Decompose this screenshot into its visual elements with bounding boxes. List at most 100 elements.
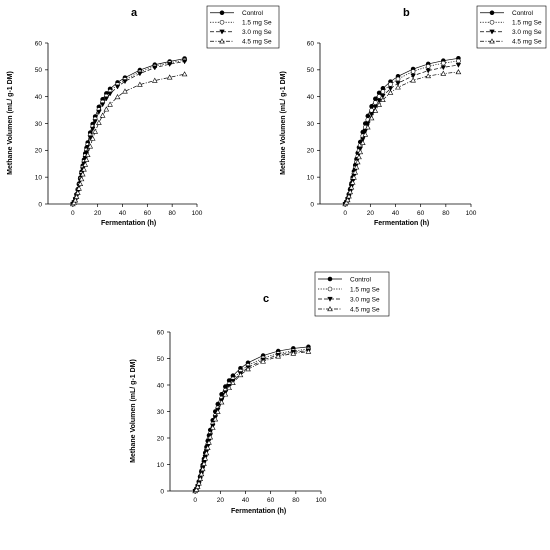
y-tick-label: 50	[157, 356, 165, 363]
data-point	[410, 69, 416, 74]
data-point	[83, 156, 90, 162]
data-point	[223, 384, 228, 389]
data-point	[218, 399, 225, 405]
data-point	[78, 176, 85, 182]
data-point	[425, 68, 431, 74]
legend-marker	[489, 10, 495, 16]
y-tick-label: 10	[157, 462, 165, 469]
x-tick-label: 0	[193, 497, 197, 504]
chart-panel-a: 0 20 40 60 80 100 0 10 20 30 40 50 60 Fermentation (h…	[7, 5, 280, 227]
x-axis-title: Fermentation (h)	[374, 220, 429, 227]
data-point	[425, 73, 432, 79]
data-point	[222, 391, 229, 397]
y-tick-label: 60	[307, 40, 315, 47]
x-tick-label: 20	[217, 497, 225, 504]
data-point	[166, 74, 173, 80]
data-point	[202, 455, 209, 461]
data-point	[353, 164, 360, 170]
data-point	[77, 180, 84, 187]
data-point	[245, 366, 251, 372]
y-tick-label: 50	[35, 67, 43, 74]
x-tick-label: 60	[144, 210, 152, 217]
legend: Control 1.5 mg Se 3.0 mg Se 4.5 mg Se	[206, 5, 280, 49]
data-point	[181, 71, 188, 77]
y-tick-label: 40	[35, 94, 43, 101]
y-tick-label: 60	[35, 40, 43, 47]
data-point	[212, 416, 219, 422]
data-point	[351, 174, 357, 180]
panel-label: a	[131, 7, 138, 19]
data-point	[343, 199, 350, 205]
data-point	[89, 135, 96, 141]
data-point	[352, 169, 359, 175]
series-4-5-mg-se	[342, 69, 462, 207]
legend-marker	[219, 19, 225, 25]
data-point	[137, 71, 143, 77]
data-point	[107, 91, 113, 97]
y-tick-label: 0	[38, 201, 42, 208]
y-axis-title: Methane Volumen (mL/ g-1 DM)	[7, 71, 14, 175]
x-tick-label: 80	[169, 210, 177, 217]
data-point	[81, 166, 87, 172]
data-point	[347, 189, 354, 195]
series-4-5-mg-se	[192, 348, 312, 494]
data-point	[346, 193, 352, 199]
y-axis-title: Methane Volumen (mL/ g-1 DM)	[130, 359, 137, 463]
data-point	[197, 475, 204, 481]
data-point	[373, 100, 378, 105]
data-point	[87, 143, 94, 149]
chart-panel-c: 0 20 40 60 80 100 0 10 20 30 40 50 60 Fermentation (h…	[130, 271, 390, 515]
legend-label: 1.5 mg Se	[242, 20, 272, 27]
x-tick-label: 40	[119, 210, 127, 217]
y-tick-label: 30	[307, 121, 315, 128]
legend: Control 1.5 mg Se 3.0 mg Se 4.5 mg Se	[476, 5, 547, 49]
data-point	[456, 58, 461, 64]
y-tick-label: 20	[157, 435, 165, 442]
data-point	[204, 444, 211, 450]
y-tick-label: 30	[157, 409, 165, 416]
legend-marker	[327, 296, 333, 302]
data-point	[380, 89, 386, 94]
data-point	[76, 185, 82, 191]
data-point	[440, 70, 447, 76]
y-tick-label: 10	[35, 174, 43, 181]
data-point	[209, 424, 216, 430]
data-point	[348, 184, 355, 190]
chart-panel-b: 0 20 40 60 80 100 0 10 20 30 40 50 60 Fermentation (h…	[280, 5, 547, 227]
y-tick-label: 50	[307, 67, 315, 74]
data-point	[79, 171, 86, 177]
x-tick-label: 40	[242, 497, 250, 504]
data-point	[114, 94, 121, 100]
legend: Control 1.5 mg Se 3.0 mg Se 4.5 mg Se	[314, 271, 390, 317]
data-point	[71, 199, 77, 205]
data-point	[356, 154, 362, 160]
data-point	[395, 81, 401, 87]
data-point	[151, 77, 158, 83]
y-tick-label: 40	[307, 94, 315, 101]
data-point	[107, 101, 113, 107]
y-tick-label: 0	[160, 488, 164, 495]
data-point	[368, 115, 375, 121]
data-point	[87, 135, 93, 141]
x-tick-label: 20	[94, 210, 102, 217]
data-point	[96, 109, 102, 115]
x-tick-label: 40	[392, 210, 400, 217]
series-control	[192, 344, 311, 494]
data-point	[305, 348, 312, 354]
x-axis-title: Fermentation (h)	[101, 220, 156, 227]
data-point	[122, 79, 128, 85]
data-point	[99, 112, 106, 118]
data-point	[103, 106, 110, 112]
panel-label: b	[403, 7, 410, 19]
data-point	[344, 197, 351, 203]
data-point	[455, 69, 462, 75]
legend-marker	[489, 38, 495, 44]
data-point	[410, 73, 416, 79]
data-point	[380, 96, 386, 103]
x-tick-label: 20	[367, 210, 375, 217]
data-point	[441, 60, 446, 66]
data-point	[99, 102, 106, 108]
data-point	[455, 62, 462, 68]
legend-marker	[219, 10, 225, 16]
